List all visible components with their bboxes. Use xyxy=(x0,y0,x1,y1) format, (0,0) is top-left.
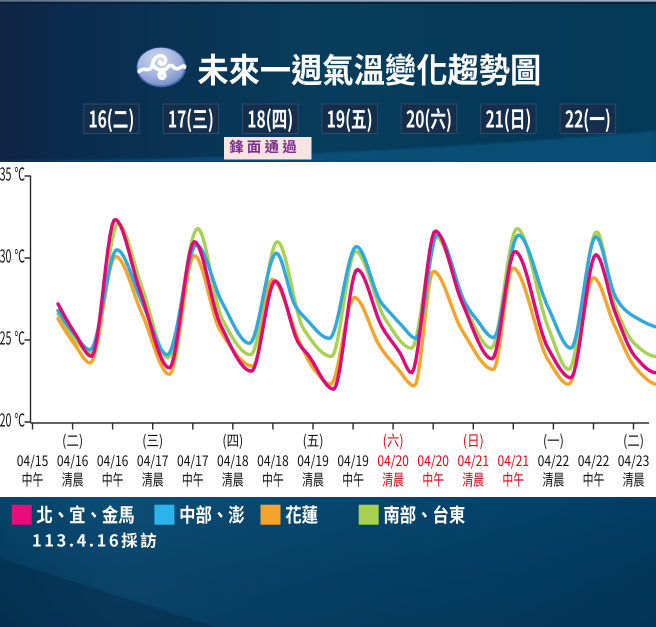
svg-text:30 ℃: 30 ℃ xyxy=(0,243,25,268)
svg-text:中午: 中午 xyxy=(22,467,44,490)
svg-text:鋒面通過: 鋒面通過 xyxy=(229,136,300,157)
svg-text:中午: 中午 xyxy=(102,467,124,490)
svg-text:04/23: 04/23 xyxy=(618,450,650,471)
svg-text:04/18: 04/18 xyxy=(217,450,249,471)
svg-text:中部、澎: 中部、澎 xyxy=(179,500,244,528)
svg-text:北、宜、金馬: 北、宜、金馬 xyxy=(36,500,134,528)
svg-text:清晨: 清晨 xyxy=(62,467,84,490)
svg-text:04/22: 04/22 xyxy=(538,450,570,471)
svg-text:04/17: 04/17 xyxy=(177,450,209,471)
svg-text:04/20: 04/20 xyxy=(377,450,409,471)
svg-text:南部、台東: 南部、台東 xyxy=(383,500,465,528)
svg-text:04/19: 04/19 xyxy=(337,450,369,471)
svg-text:(二): (二) xyxy=(62,429,83,451)
svg-text:20(六): 20(六) xyxy=(406,101,452,135)
svg-text:04/22: 04/22 xyxy=(578,450,610,471)
svg-text:中午: 中午 xyxy=(182,467,204,490)
svg-text:04/19: 04/19 xyxy=(297,450,329,471)
svg-text:25 ℃: 25 ℃ xyxy=(0,325,25,350)
svg-text:04/20: 04/20 xyxy=(417,450,449,471)
svg-text:113.4.16採訪: 113.4.16採訪 xyxy=(32,528,159,552)
svg-text:22(一): 22(一) xyxy=(565,101,611,135)
svg-text:清晨: 清晨 xyxy=(543,467,565,490)
svg-text:(四): (四) xyxy=(222,429,243,451)
svg-text:04/21: 04/21 xyxy=(458,450,490,471)
svg-text:清晨: 清晨 xyxy=(382,467,404,490)
svg-text:35 ℃: 35 ℃ xyxy=(0,161,25,186)
svg-text:18(四): 18(四) xyxy=(247,101,293,135)
svg-text:清晨: 清晨 xyxy=(623,467,645,490)
svg-text:(六): (六) xyxy=(383,429,404,451)
svg-text:04/16: 04/16 xyxy=(57,450,89,471)
svg-text:中午: 中午 xyxy=(583,467,605,490)
svg-text:19(五): 19(五) xyxy=(327,101,373,135)
svg-text:(一): (一) xyxy=(543,429,564,451)
svg-text:04/16: 04/16 xyxy=(97,450,129,471)
svg-text:(二): (二) xyxy=(623,429,644,451)
svg-text:中午: 中午 xyxy=(502,467,524,490)
svg-text:中午: 中午 xyxy=(342,467,364,490)
svg-text:20 ℃: 20 ℃ xyxy=(0,407,25,432)
svg-text:(五): (五) xyxy=(303,429,324,451)
svg-text:04/21: 04/21 xyxy=(498,450,530,471)
svg-text:16(二): 16(二) xyxy=(88,101,134,135)
svg-text:清晨: 清晨 xyxy=(142,467,164,490)
svg-text:(日): (日) xyxy=(463,429,484,451)
svg-text:04/18: 04/18 xyxy=(257,450,289,471)
svg-text:中午: 中午 xyxy=(262,467,284,490)
svg-text:清晨: 清晨 xyxy=(222,467,244,490)
svg-text:未來一週氣溫變化趨勢圖: 未來一週氣溫變化趨勢圖 xyxy=(197,44,541,93)
svg-text:(三): (三) xyxy=(142,429,163,451)
svg-text:04/15: 04/15 xyxy=(17,450,49,471)
svg-text:04/17: 04/17 xyxy=(137,450,169,471)
svg-text:清晨: 清晨 xyxy=(302,467,324,490)
svg-text:花蓮: 花蓮 xyxy=(285,500,318,528)
svg-text:中午: 中午 xyxy=(422,467,444,490)
svg-text:21(日): 21(日) xyxy=(485,101,531,135)
svg-text:17(三): 17(三) xyxy=(168,101,214,135)
svg-text:清晨: 清晨 xyxy=(462,467,484,490)
